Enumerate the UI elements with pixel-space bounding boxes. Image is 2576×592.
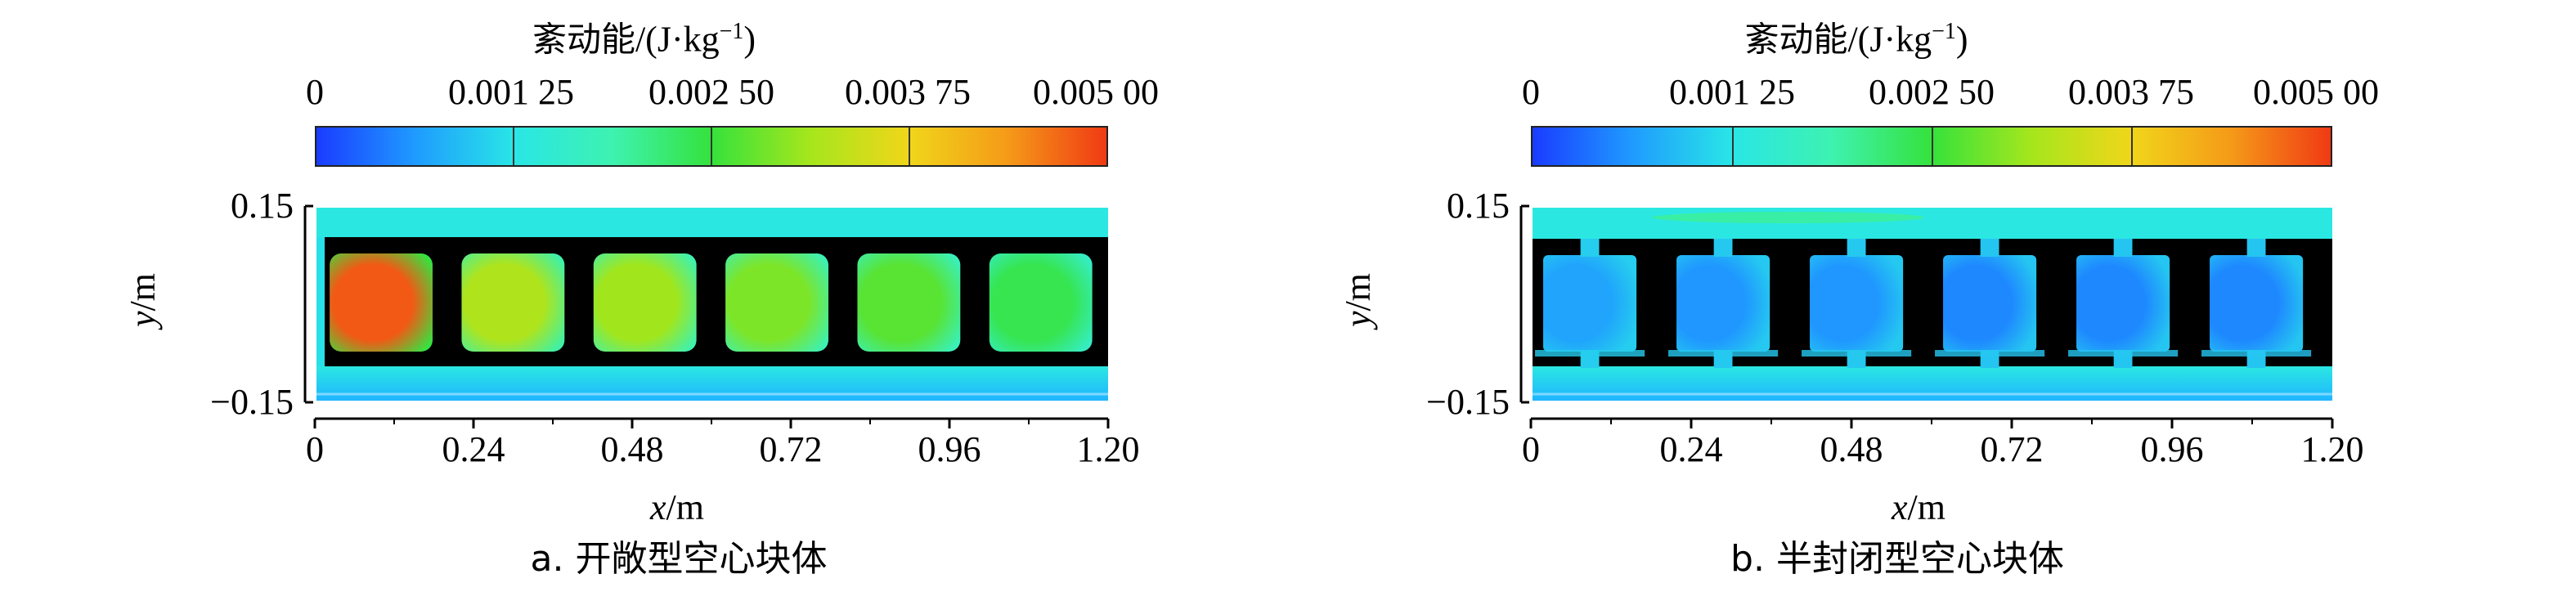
block-cavity <box>330 253 433 352</box>
heatmap-plot-b: 0.15 −0.15 0 0.24 0.48 0.72 0.96 1.20 <box>1426 186 2364 469</box>
block-row-background <box>1533 239 2332 366</box>
colorbar-tick-mark <box>513 128 514 165</box>
block-neck-top <box>2113 239 2133 257</box>
colorbar-tick-label: 0.005 00 <box>2253 72 2379 112</box>
block-neck-top <box>1980 239 1999 257</box>
panel-semi-closed-block: 紊动能/(J·kg−1) 0 0.001 25 0.002 50 0.003 7… <box>1218 0 2506 592</box>
x-tick-label: 0.96 <box>2141 429 2204 469</box>
x-tick-label: 0.96 <box>918 429 981 469</box>
colorbar-tick-label: 0.005 00 <box>1033 72 1159 112</box>
colorbar-tick-label: 0.003 75 <box>2068 72 2194 112</box>
x-tick-label: 0.24 <box>442 429 505 469</box>
top-channel-highlight <box>1652 212 1925 223</box>
y-tick-label: −0.15 <box>1426 382 1510 422</box>
x-tick-label: 0.48 <box>1820 429 1883 469</box>
y-tick-label: −0.15 <box>210 382 294 422</box>
block-cavity <box>1943 255 2037 352</box>
block-base <box>1935 350 2045 357</box>
block-cavity <box>593 253 697 352</box>
colorbar-tick-label: 0.002 50 <box>648 72 774 112</box>
x-tick-label: 1.20 <box>2301 429 2364 469</box>
block-base <box>2068 350 2179 357</box>
block-cavity <box>725 253 828 352</box>
colorbar-tick-mark <box>1732 128 1734 165</box>
x-tick-label: 0 <box>306 429 324 469</box>
y-axis-label: y/m <box>123 273 163 327</box>
x-tick-label: 0.48 <box>601 429 664 469</box>
block-neck-top <box>1580 239 1600 257</box>
x-tick-label: 0.24 <box>1660 429 1723 469</box>
colorbar-title: 紊动能/(J·kg−1) <box>1744 19 1968 60</box>
colorbar-tick-label: 0 <box>306 72 324 112</box>
block-base <box>1535 350 1645 357</box>
block-cavity <box>1810 255 1904 352</box>
block-neck-top <box>1847 239 1866 257</box>
colorbar-tick-label: 0 <box>1522 72 1540 112</box>
bottom-flow-channel <box>1533 366 2332 401</box>
colorbar-tick-label: 0.001 25 <box>1669 72 1795 112</box>
x-tick-label: 0 <box>1522 429 1540 469</box>
block-neck-top <box>1713 239 1733 257</box>
colorbar-tick-mark <box>711 128 712 165</box>
x-axis-label: x/m <box>650 487 704 527</box>
y-tick-label: 0.15 <box>231 186 294 226</box>
block-cavity <box>461 253 565 352</box>
panel-open-block: 紊动能/(J·kg−1) 0 0.001 25 0.002 50 0.003 7… <box>123 19 1159 580</box>
heatmap-plot-a: 0.15 −0.15 0 0.24 0.48 0.72 0.96 1.20 <box>210 186 1140 469</box>
block-row-background <box>316 237 1108 366</box>
colorbar-tick-label: 0.001 25 <box>448 72 574 112</box>
x-axis-label: x/m <box>1892 487 1945 527</box>
block-base <box>1668 350 1779 357</box>
x-tick-label: 1.20 <box>1077 429 1140 469</box>
y-tick-label: 0.15 <box>1447 186 1510 226</box>
block-base <box>1802 350 1912 357</box>
block-neck-top <box>2246 239 2266 257</box>
bottom-flow-channel <box>316 366 1108 401</box>
caption-b: b. 半封闭型空心块体 <box>1730 538 2064 580</box>
colorbar-tick-mark <box>2131 128 2133 165</box>
y-axis-label: y/m <box>1338 273 1378 327</box>
top-flow-channel <box>1533 208 2332 239</box>
x-tick-label: 0.72 <box>1981 429 2044 469</box>
block-cavity <box>1543 255 1637 352</box>
block-cavity <box>2076 255 2170 352</box>
block-cavity <box>2210 255 2304 352</box>
block-cavity <box>989 253 1093 352</box>
x-tick-label: 0.72 <box>760 429 823 469</box>
colorbar-tick-mark <box>1932 128 1933 165</box>
inlet-strip <box>316 237 325 366</box>
block-base <box>2201 350 2312 357</box>
colorbar <box>1531 126 2332 167</box>
caption-a: a. 开敞型空心块体 <box>530 538 828 580</box>
colorbar-tick-label: 0.002 50 <box>1869 72 1995 112</box>
top-flow-channel <box>316 208 1108 237</box>
colorbar-title: 紊动能/(J·kg−1) <box>532 19 756 60</box>
block-cavity <box>857 253 961 352</box>
colorbar <box>315 126 1108 167</box>
block-cavity <box>1676 255 1770 352</box>
colorbar-tick-label: 0.003 75 <box>845 72 971 112</box>
colorbar-tick-mark <box>909 128 910 165</box>
